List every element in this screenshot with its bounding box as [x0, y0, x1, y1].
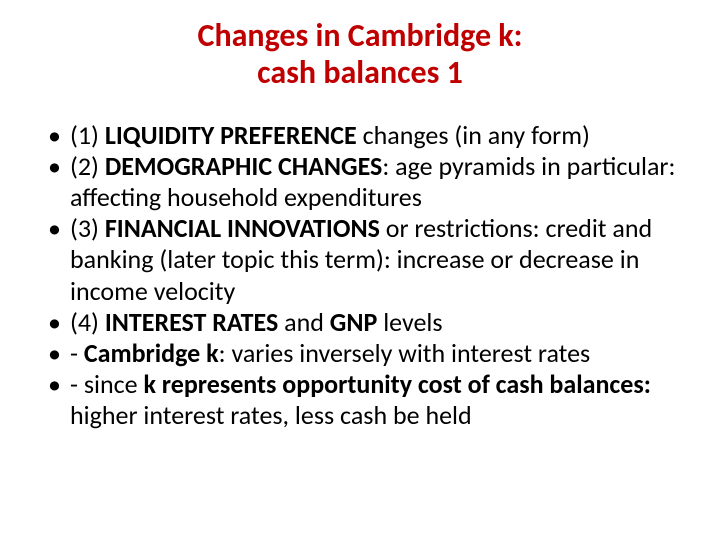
text-segment: Cambridge k — [84, 337, 219, 369]
text-segment: LIQUIDITY PREFERENCE — [105, 119, 357, 151]
text-segment: : varies inversely with interest rates — [219, 337, 591, 369]
list-item: - Cambridge k: varies inversely with int… — [40, 338, 680, 369]
list-item: (3) FINANCIAL INNOVATIONS or restriction… — [40, 213, 680, 307]
text-segment: DEMOGRAPHIC CHANGES — [105, 150, 382, 182]
title-line-1: Changes in Cambridge k: — [40, 18, 680, 55]
text-segment: and — [278, 306, 330, 338]
slide-title: Changes in Cambridge k: cash balances 1 — [40, 18, 680, 92]
text-segment: k represents opportunity cost of cash ba… — [143, 368, 650, 400]
list-item: (1) LIQUIDITY PREFERENCE changes (in any… — [40, 120, 680, 151]
text-segment: GNP — [330, 306, 378, 338]
bullet-list: (1) LIQUIDITY PREFERENCE changes (in any… — [40, 120, 680, 432]
text-segment: (4) — [70, 306, 105, 338]
text-segment: - — [70, 337, 84, 369]
text-segment: changes (in any form) — [357, 119, 590, 151]
text-segment: INTEREST RATES — [105, 306, 278, 338]
title-line-2: cash balances 1 — [40, 55, 680, 92]
text-segment: (1) — [70, 119, 105, 151]
text-segment: levels — [377, 306, 442, 338]
text-segment: (2) — [70, 150, 105, 182]
list-item: (2) DEMOGRAPHIC CHANGES: age pyramids in… — [40, 151, 680, 213]
text-segment: - since — [70, 368, 143, 400]
text-segment: FINANCIAL INNOVATIONS — [105, 212, 380, 244]
list-item: (4) INTEREST RATES and GNP levels — [40, 307, 680, 338]
text-segment: higher interest rates, less cash be held — [70, 399, 472, 431]
list-item: - since k represents opportunity cost of… — [40, 369, 680, 431]
slide: Changes in Cambridge k: cash balances 1 … — [0, 0, 720, 540]
text-segment: (3) — [70, 212, 105, 244]
